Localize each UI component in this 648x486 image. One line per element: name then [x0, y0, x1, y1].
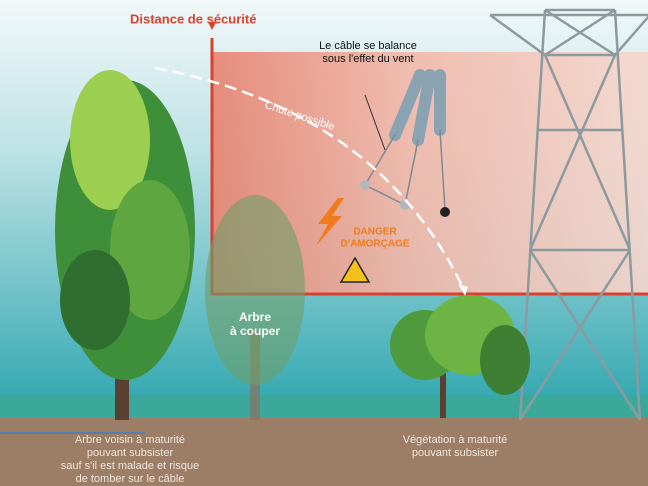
cable-node — [360, 180, 370, 190]
page: Distance de sécurité Le câble se balance… — [0, 0, 648, 486]
neighbor-label: Arbre voisin à maturité — [75, 434, 185, 446]
grass — [0, 395, 648, 420]
neighbor-label: de tomber sur le câble — [76, 473, 185, 485]
danger-label: D'AMORÇAGE — [340, 239, 409, 250]
cut-label: Arbre — [239, 310, 271, 324]
title: Distance de sécurité — [130, 11, 256, 26]
cable-label: Le câble se balance — [319, 40, 417, 52]
neighbor-label: pouvant subsister — [87, 447, 174, 459]
neighbor-label: sauf s'il est malade et risque — [61, 460, 199, 472]
vegetation-label: pouvant subsister — [412, 447, 499, 459]
tree-to-cut — [205, 195, 305, 385]
vegetation-label: Végétation à maturité — [403, 434, 508, 446]
illustration: Distance de sécurité Le câble se balance… — [0, 0, 648, 486]
cable-label: sous l'effet du vent — [322, 53, 413, 65]
danger-label: DANGER — [353, 227, 397, 238]
cable-node — [440, 207, 450, 217]
cut-label: à couper — [230, 324, 280, 338]
